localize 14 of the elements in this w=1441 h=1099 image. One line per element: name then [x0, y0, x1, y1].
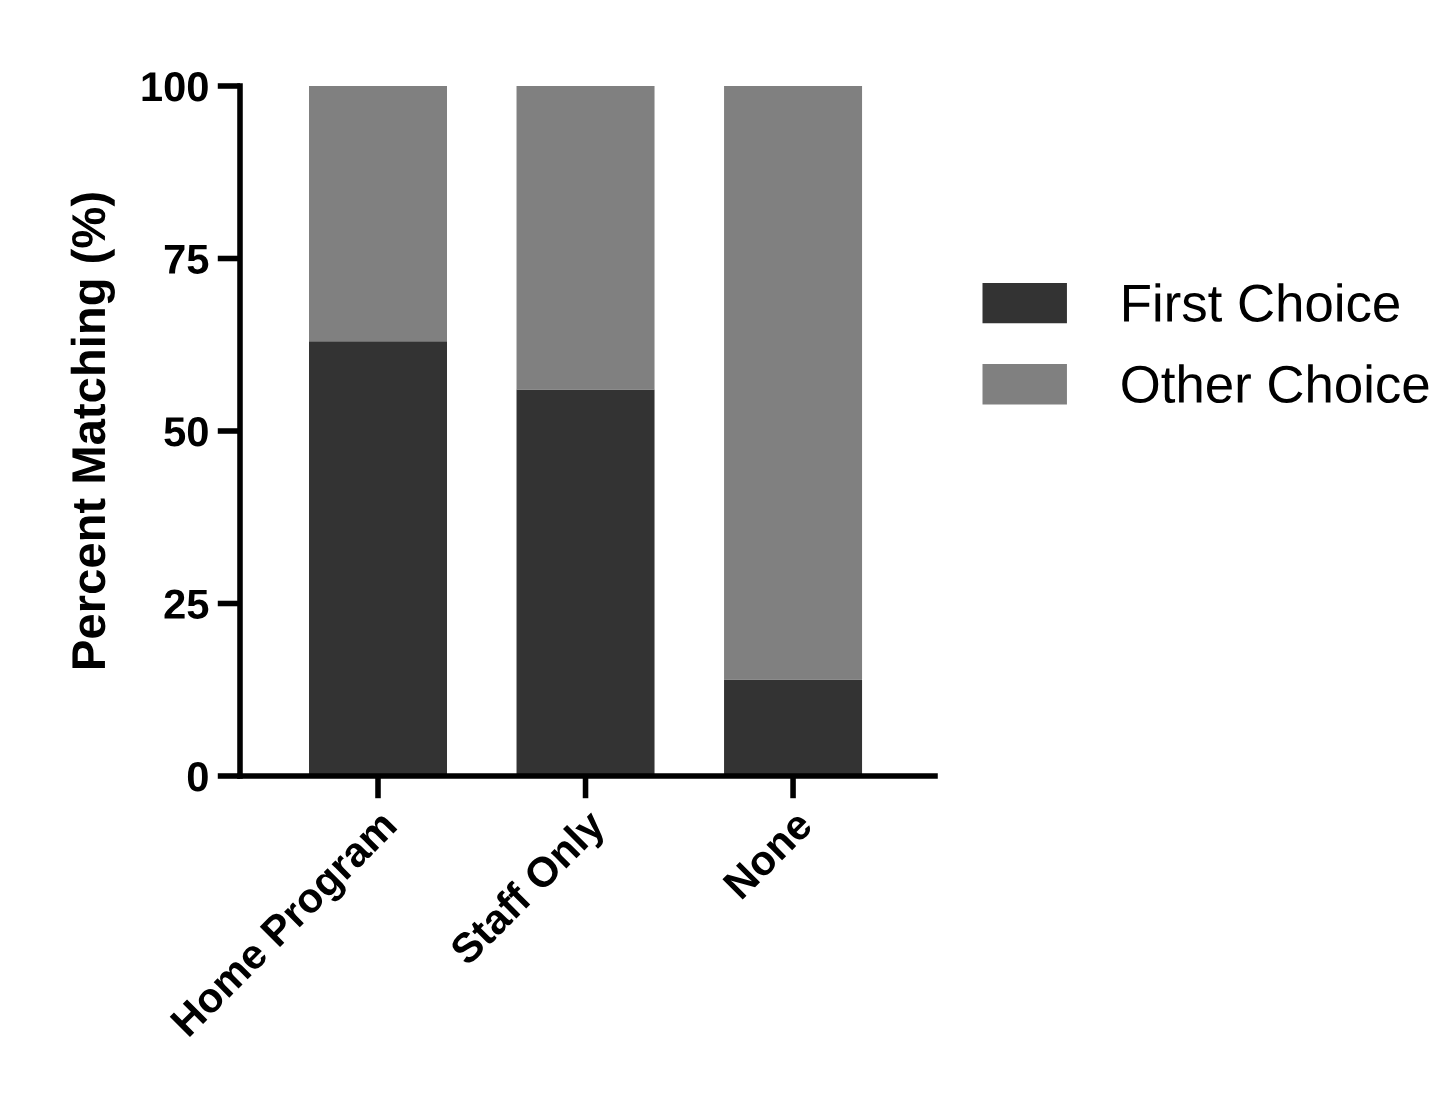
bar [724, 679, 863, 776]
legend-label: First Choice [1124, 283, 1399, 322]
bar [724, 86, 863, 680]
y-axis-title: Percent Matching (%) [70, 193, 115, 668]
bar [516, 86, 655, 390]
bar [309, 341, 448, 776]
legend-label: Other Choice [1122, 364, 1429, 404]
y-tick-label: 50 [164, 417, 208, 447]
y-tick-label: 25 [164, 589, 209, 620]
bar [516, 389, 655, 776]
y-tick-label: 75 [164, 244, 209, 275]
y-tick-label: 0 [187, 762, 208, 792]
y-tick-label: 100 [142, 72, 208, 102]
bar [309, 86, 448, 342]
